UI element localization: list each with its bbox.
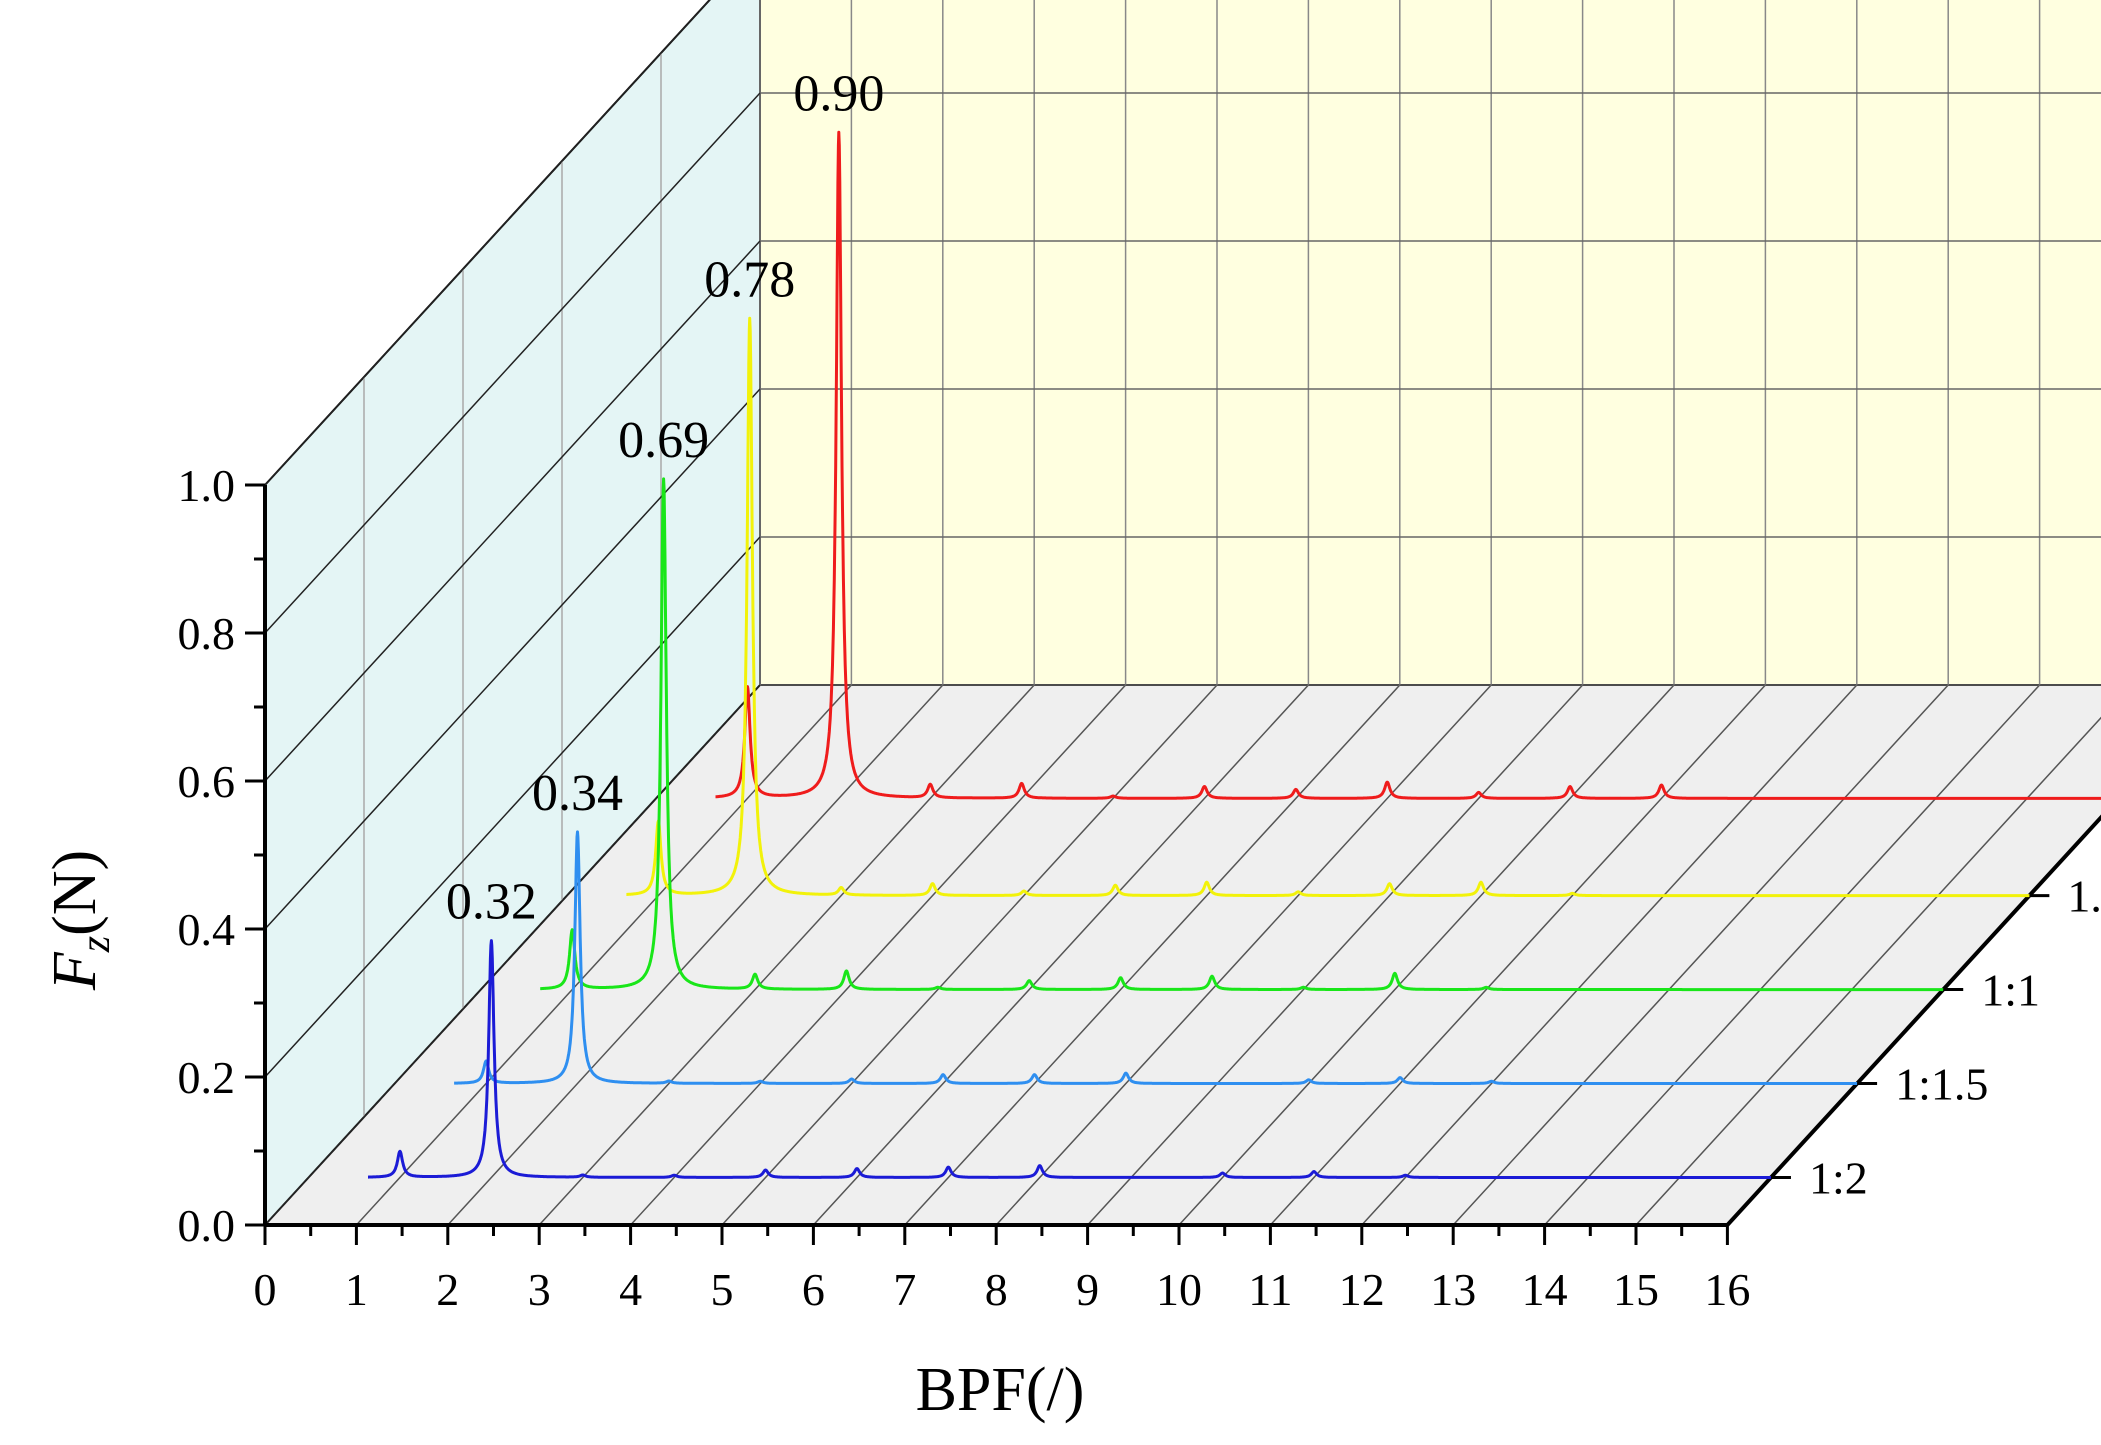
x-tick-label: 12 [1339,1264,1385,1315]
peak-value-label: 0.78 [704,251,795,308]
series-label: 1:1.5 [1895,1059,1988,1110]
y-axis-title-unit: (N) [41,850,109,936]
x-tick-label: 5 [711,1264,734,1315]
x-tick-label: 4 [619,1264,642,1315]
y-tick-label: 0.4 [178,904,236,955]
series-label: 1:2 [1809,1152,1868,1203]
y-tick-label: 0.2 [178,1052,236,1103]
x-tick-label: 9 [1076,1264,1099,1315]
back-wall [760,0,2101,685]
x-tick-label: 3 [528,1264,551,1315]
peak-value-label: 0.34 [532,765,623,822]
y-axis-title-subscript: z [73,936,119,953]
x-tick-label: 14 [1522,1264,1568,1315]
y-tick-label: 0.0 [178,1200,236,1251]
x-tick-label: 6 [802,1264,825,1315]
x-tick-label: 15 [1613,1264,1659,1315]
x-tick-label: 16 [1704,1264,1750,1315]
peak-value-label: 0.32 [446,874,537,931]
series-label: 1:1 [1981,965,2040,1016]
x-tick-label: 13 [1430,1264,1476,1315]
y-tick-label: 1.0 [178,460,236,511]
series-label: 1.5:1 [2067,871,2101,922]
y-tick-label: 0.6 [178,756,236,807]
y-axis-title: Fz(N) [41,850,119,991]
x-axis-title: BPF(/) [916,1356,1085,1424]
peak-value-label: 0.69 [618,412,709,469]
x-tick-label: 10 [1156,1264,1202,1315]
y-axis-title-symbol: F [41,951,109,991]
x-tick-label: 7 [893,1264,916,1315]
peak-value-label: 0.90 [793,65,884,122]
x-tick-label: 0 [254,1264,277,1315]
x-tick-label: 2 [436,1264,459,1315]
x-tick-label: 1 [345,1264,368,1315]
x-tick-label: 11 [1248,1264,1292,1315]
x-tick-label: 8 [985,1264,1008,1315]
y-tick-label: 0.8 [178,608,236,659]
